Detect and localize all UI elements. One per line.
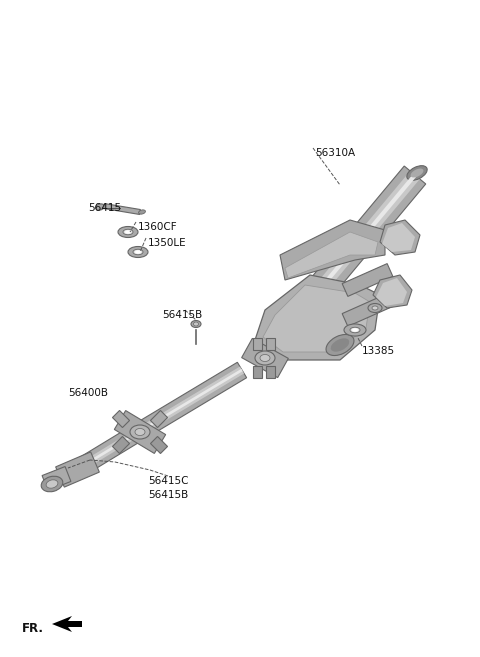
Ellipse shape bbox=[372, 306, 378, 310]
Text: FR.: FR. bbox=[22, 622, 44, 635]
Ellipse shape bbox=[118, 227, 138, 237]
Polygon shape bbox=[104, 204, 141, 214]
Ellipse shape bbox=[135, 250, 141, 254]
Polygon shape bbox=[56, 452, 99, 487]
Ellipse shape bbox=[350, 327, 360, 332]
Polygon shape bbox=[373, 275, 412, 308]
Polygon shape bbox=[280, 220, 385, 280]
Polygon shape bbox=[112, 436, 130, 453]
Polygon shape bbox=[260, 171, 420, 359]
Ellipse shape bbox=[368, 304, 382, 313]
Polygon shape bbox=[263, 285, 370, 352]
Ellipse shape bbox=[191, 321, 201, 327]
Polygon shape bbox=[52, 616, 82, 632]
Polygon shape bbox=[264, 173, 417, 356]
Polygon shape bbox=[380, 220, 420, 255]
Ellipse shape bbox=[193, 322, 199, 326]
Polygon shape bbox=[141, 369, 243, 431]
Polygon shape bbox=[265, 338, 275, 350]
Text: 56415C: 56415C bbox=[148, 476, 189, 486]
Polygon shape bbox=[63, 422, 147, 483]
Polygon shape bbox=[254, 166, 426, 364]
Ellipse shape bbox=[123, 229, 133, 235]
Ellipse shape bbox=[352, 328, 358, 332]
Ellipse shape bbox=[125, 230, 131, 234]
Polygon shape bbox=[140, 367, 244, 434]
Ellipse shape bbox=[46, 480, 58, 488]
Polygon shape bbox=[265, 366, 275, 378]
Ellipse shape bbox=[410, 169, 423, 177]
Ellipse shape bbox=[407, 166, 427, 180]
Polygon shape bbox=[137, 362, 247, 438]
Text: 13385: 13385 bbox=[362, 346, 395, 356]
Ellipse shape bbox=[344, 324, 366, 336]
Ellipse shape bbox=[128, 246, 148, 258]
Ellipse shape bbox=[331, 338, 349, 351]
Polygon shape bbox=[114, 411, 166, 453]
Polygon shape bbox=[342, 294, 393, 327]
Text: 56415: 56415 bbox=[88, 203, 121, 213]
Text: 1360CF: 1360CF bbox=[138, 222, 178, 232]
Ellipse shape bbox=[96, 204, 105, 210]
Ellipse shape bbox=[260, 355, 270, 361]
Polygon shape bbox=[66, 426, 144, 478]
Polygon shape bbox=[382, 223, 415, 252]
Ellipse shape bbox=[130, 425, 150, 439]
Ellipse shape bbox=[41, 476, 63, 492]
Polygon shape bbox=[255, 275, 380, 360]
Text: 56400B: 56400B bbox=[68, 388, 108, 398]
Polygon shape bbox=[285, 232, 378, 278]
Text: 1350LE: 1350LE bbox=[148, 238, 187, 248]
Text: 56310A: 56310A bbox=[315, 148, 355, 158]
Polygon shape bbox=[252, 366, 262, 378]
Ellipse shape bbox=[139, 210, 145, 214]
Ellipse shape bbox=[326, 334, 354, 355]
Polygon shape bbox=[150, 436, 168, 453]
Ellipse shape bbox=[255, 351, 275, 365]
Text: 56415B: 56415B bbox=[162, 310, 202, 320]
Polygon shape bbox=[42, 466, 71, 490]
Polygon shape bbox=[376, 278, 407, 306]
Ellipse shape bbox=[133, 249, 143, 255]
Polygon shape bbox=[112, 411, 130, 428]
Polygon shape bbox=[150, 411, 168, 428]
Polygon shape bbox=[252, 338, 262, 350]
Polygon shape bbox=[342, 263, 393, 296]
Polygon shape bbox=[67, 429, 143, 476]
Polygon shape bbox=[241, 338, 288, 378]
Text: 56415B: 56415B bbox=[148, 490, 188, 500]
Ellipse shape bbox=[135, 428, 145, 436]
